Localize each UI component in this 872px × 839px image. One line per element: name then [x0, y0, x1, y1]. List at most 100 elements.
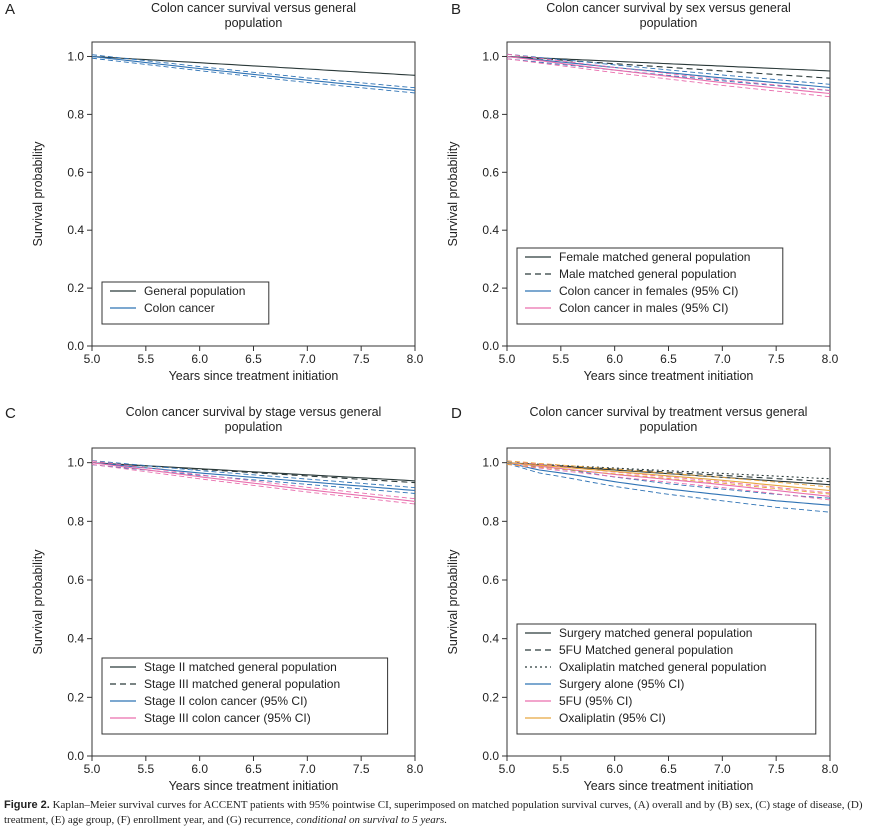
series-line: [506, 55, 831, 79]
y-tick-label: 1.0: [67, 49, 84, 63]
x-tick-label: 7.0: [714, 352, 731, 366]
series-female-matched-general-population: [506, 55, 831, 72]
x-tick-label: 8.0: [822, 762, 839, 776]
x-tick-label: 8.0: [822, 352, 839, 366]
chart-title-line: Colon cancer survival by treatment versu…: [530, 405, 808, 419]
series-line: [91, 462, 416, 502]
y-tick-label: 0.4: [482, 223, 499, 237]
x-tick-label: 6.0: [191, 762, 208, 776]
x-tick-label: 6.0: [606, 352, 623, 366]
chart-title-line: population: [225, 420, 283, 434]
series-line: [91, 55, 416, 76]
ci-upper-line: [506, 460, 831, 494]
series-colon-cancer-in-females-95-ci: [506, 53, 831, 92]
figure-caption: Figure 2. Kaplan–Meier survival curves f…: [4, 798, 870, 828]
caption-label: Figure 2.: [4, 799, 50, 811]
ci-lower-line: [91, 57, 416, 94]
y-tick-label: 0.2: [482, 690, 499, 704]
panel-d: D Colon cancer survival by treatment vers…: [446, 405, 839, 793]
series-line: [506, 462, 831, 483]
y-axis-label: Survival probability: [446, 549, 460, 655]
x-tick-label: 5.0: [499, 352, 516, 366]
y-tick-label: 1.0: [482, 49, 499, 63]
series-male-matched-general-population: [506, 55, 831, 79]
legend: Female matched general population Male ma…: [516, 247, 784, 325]
x-tick-label: 7.5: [353, 352, 370, 366]
x-tick-label: 7.5: [768, 352, 785, 366]
chart-title-line: population: [640, 16, 698, 30]
series-oxaliplatin-95-ci: [506, 460, 831, 495]
panel-letter: A: [5, 1, 15, 18]
x-tick-label: 5.5: [552, 762, 569, 776]
y-tick-label: 0.2: [67, 281, 84, 295]
ci-upper-line: [91, 54, 416, 89]
ci-upper-line: [91, 460, 416, 500]
ci-lower-line: [506, 58, 831, 98]
x-axis-label: Years since treatment initiation: [584, 779, 754, 793]
ci-upper-line: [506, 53, 831, 91]
ci-lower-line: [506, 463, 831, 501]
series-colon-cancer: [91, 54, 416, 94]
x-tick-label: 6.0: [191, 352, 208, 366]
legend-label: Male matched general population: [559, 267, 736, 281]
caption-text: Kaplan–Meier survival curves for ACCENT …: [4, 799, 863, 826]
panel-letter: B: [451, 1, 461, 18]
x-tick-label: 8.0: [407, 352, 424, 366]
legend-label: Colon cancer: [144, 301, 215, 315]
legend-label: Stage II colon cancer (95% CI): [144, 694, 307, 708]
chart-title-line: population: [640, 420, 698, 434]
ci-upper-line: [506, 53, 831, 85]
y-tick-label: 0.8: [67, 107, 84, 121]
legend-box: [101, 657, 389, 735]
series-line: [506, 462, 831, 480]
legend-label: 5FU (95% CI): [559, 694, 632, 708]
legend: Stage II matched general population Stage…: [101, 657, 389, 735]
y-tick-label: 1.0: [482, 456, 499, 470]
caption-italic: conditional on survival to 5 years.: [296, 814, 448, 826]
y-tick-label: 0.8: [482, 514, 499, 528]
chart-title-line: Colon cancer survival by stage versus ge…: [126, 405, 382, 419]
ci-lower-line: [506, 463, 831, 513]
y-axis-label: Survival probability: [31, 141, 45, 247]
series-colon-cancer-in-males-95-ci: [506, 53, 831, 98]
panel-letter: D: [451, 405, 462, 422]
legend-box: [516, 623, 817, 735]
legend: Surgery matched general population 5FU Ma…: [516, 623, 817, 735]
x-axis-label: Years since treatment initiation: [584, 369, 754, 383]
y-tick-label: 0.6: [482, 165, 499, 179]
x-tick-label: 7.0: [299, 762, 316, 776]
x-tick-label: 5.5: [137, 352, 154, 366]
series-line: [91, 55, 416, 91]
legend-label: Surgery matched general population: [559, 626, 752, 640]
legend-box: [101, 281, 270, 325]
y-tick-label: 0.8: [482, 107, 499, 121]
x-tick-label: 6.0: [606, 762, 623, 776]
y-tick-label: 0.0: [482, 339, 499, 353]
y-tick-label: 0.2: [67, 690, 84, 704]
legend-label: Stage II matched general population: [144, 660, 337, 674]
figure-grid: A Colon cancer survival versus generalpop…: [5, 1, 839, 793]
series-line: [506, 55, 831, 72]
ci-lower-line: [91, 463, 416, 505]
y-tick-label: 0.4: [67, 632, 84, 646]
panel-c: C Colon cancer survival by stage versus g…: [5, 405, 424, 793]
chart-title-line: population: [225, 16, 283, 30]
y-tick-label: 0.6: [67, 165, 84, 179]
series-stage-iii-matched-general-population: [91, 462, 416, 484]
x-tick-label: 5.0: [84, 352, 101, 366]
x-axis-label: Years since treatment initiation: [169, 369, 339, 383]
y-tick-label: 0.6: [67, 573, 84, 587]
series-oxaliplatin-matched-general-population: [506, 462, 831, 480]
panel-b: B Colon cancer survival by sex versus gen…: [446, 1, 839, 383]
series-line: [91, 462, 416, 484]
y-tick-label: 0.4: [67, 223, 84, 237]
panel-letter: C: [5, 405, 16, 422]
x-axis-label: Years since treatment initiation: [169, 779, 339, 793]
x-tick-label: 7.5: [768, 762, 785, 776]
legend: General population Colon cancer: [101, 281, 270, 325]
y-tick-label: 0.2: [482, 281, 499, 295]
ci-lower-line: [506, 58, 831, 92]
series-line: [506, 462, 831, 492]
y-tick-label: 0.4: [482, 632, 499, 646]
ci-lower-line: [91, 464, 416, 494]
